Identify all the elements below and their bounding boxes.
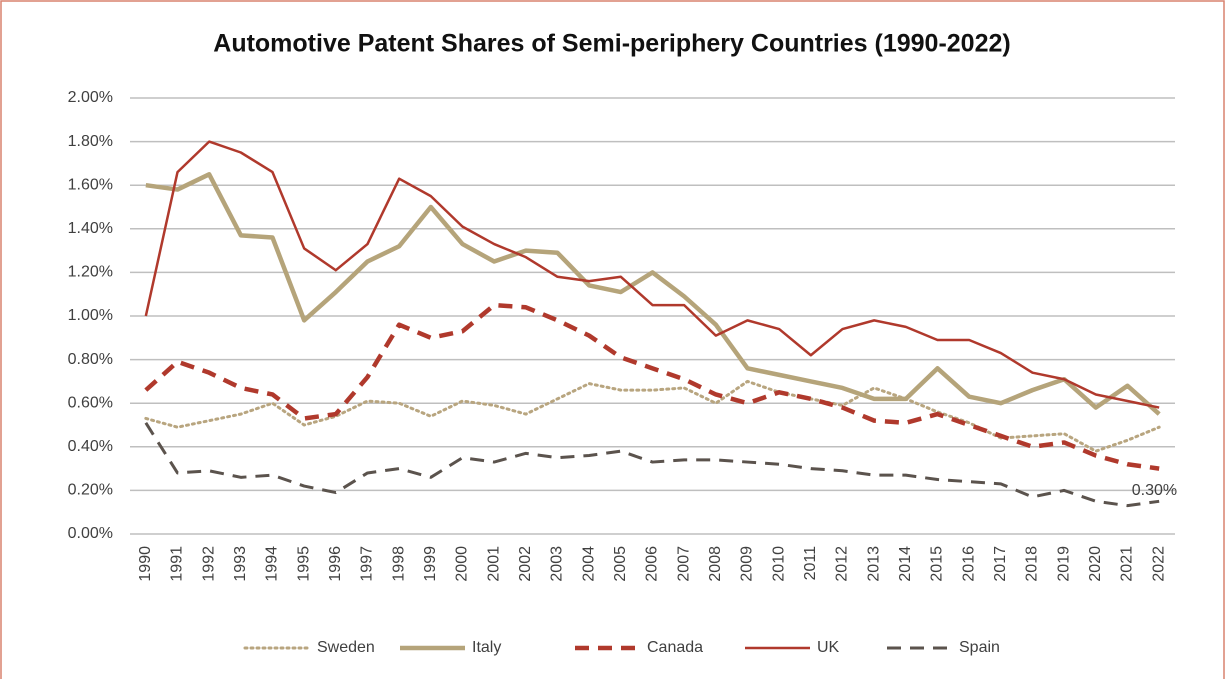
x-tick-label: 2005	[612, 546, 629, 582]
legend-label: Italy	[472, 639, 501, 656]
x-tick-label: 2017	[992, 546, 1009, 582]
x-tick-label: 2004	[580, 546, 597, 582]
x-tick-label: 2013	[865, 546, 882, 582]
x-tick-label: 2011	[802, 546, 819, 581]
y-tick-label: 0.80%	[68, 351, 113, 368]
x-tick-label: 2019	[1055, 546, 1072, 582]
x-tick-label: 2018	[1024, 546, 1041, 582]
x-tick-label: 2000	[454, 546, 471, 582]
x-tick-label: 1992	[200, 546, 217, 582]
chart-title: Automotive Patent Shares of Semi-periphe…	[213, 30, 1010, 58]
legend-label: Sweden	[317, 639, 375, 656]
data-label: 0.30%	[1132, 482, 1177, 499]
x-tick-label: 1997	[359, 546, 376, 582]
x-tick-label: 1993	[232, 546, 249, 582]
x-tick-label: 2014	[897, 546, 914, 582]
y-tick-label: 0.20%	[68, 482, 113, 499]
x-tick-label: 2002	[517, 546, 534, 582]
x-tick-label: 1998	[390, 546, 407, 582]
x-tick-label: 2009	[739, 546, 756, 582]
y-tick-label: 1.60%	[68, 176, 113, 193]
x-tick-label: 1995	[295, 546, 312, 582]
x-tick-label: 2008	[707, 546, 724, 582]
x-tick-label: 2006	[644, 546, 661, 582]
x-tick-label: 1990	[137, 546, 154, 582]
legend-label: UK	[817, 639, 840, 656]
x-tick-label: 2003	[549, 546, 566, 582]
x-tick-label: 2020	[1087, 546, 1104, 582]
y-tick-label: 1.80%	[68, 133, 113, 150]
y-tick-label: 2.00%	[68, 89, 113, 106]
x-tick-label: 2022	[1150, 546, 1167, 582]
x-tick-label: 2001	[485, 546, 502, 582]
series-line	[144, 140, 1160, 409]
legend-label: Spain	[959, 639, 1000, 656]
series-line	[144, 302, 1160, 471]
x-tick-label: 1996	[327, 546, 344, 582]
x-tick-label: 1994	[264, 546, 281, 582]
x-tick-label: 2015	[929, 546, 946, 582]
y-tick-label: 0.40%	[68, 438, 113, 455]
y-tick-label: 0.00%	[68, 525, 113, 542]
y-tick-label: 0.60%	[68, 394, 113, 411]
x-tick-label: 2021	[1119, 546, 1136, 582]
x-tick-label: 2016	[960, 546, 977, 582]
y-tick-label: 1.20%	[68, 264, 113, 281]
y-tick-label: 1.40%	[68, 220, 113, 237]
series-line	[145, 172, 1161, 416]
x-tick-label: 2010	[770, 546, 787, 582]
x-tick-label: 2012	[834, 546, 851, 582]
legend-label: Canada	[647, 639, 703, 656]
series-line	[144, 422, 1160, 508]
x-tick-label: 1991	[169, 546, 186, 582]
x-tick-label: 1999	[422, 546, 439, 582]
series-line	[144, 379, 1161, 453]
y-tick-label: 1.00%	[68, 307, 113, 324]
x-tick-label: 2007	[675, 546, 692, 582]
